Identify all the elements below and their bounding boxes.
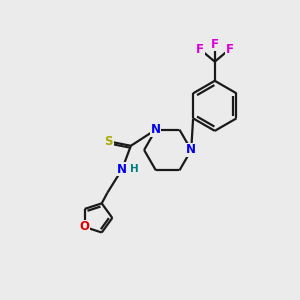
- Text: F: F: [226, 43, 233, 56]
- Text: O: O: [80, 220, 90, 233]
- Text: S: S: [104, 135, 113, 148]
- Text: N: N: [117, 163, 127, 176]
- Text: F: F: [196, 43, 204, 56]
- Text: N: N: [151, 123, 161, 136]
- Text: N: N: [186, 143, 196, 157]
- Text: F: F: [211, 38, 219, 50]
- Text: H: H: [130, 164, 139, 174]
